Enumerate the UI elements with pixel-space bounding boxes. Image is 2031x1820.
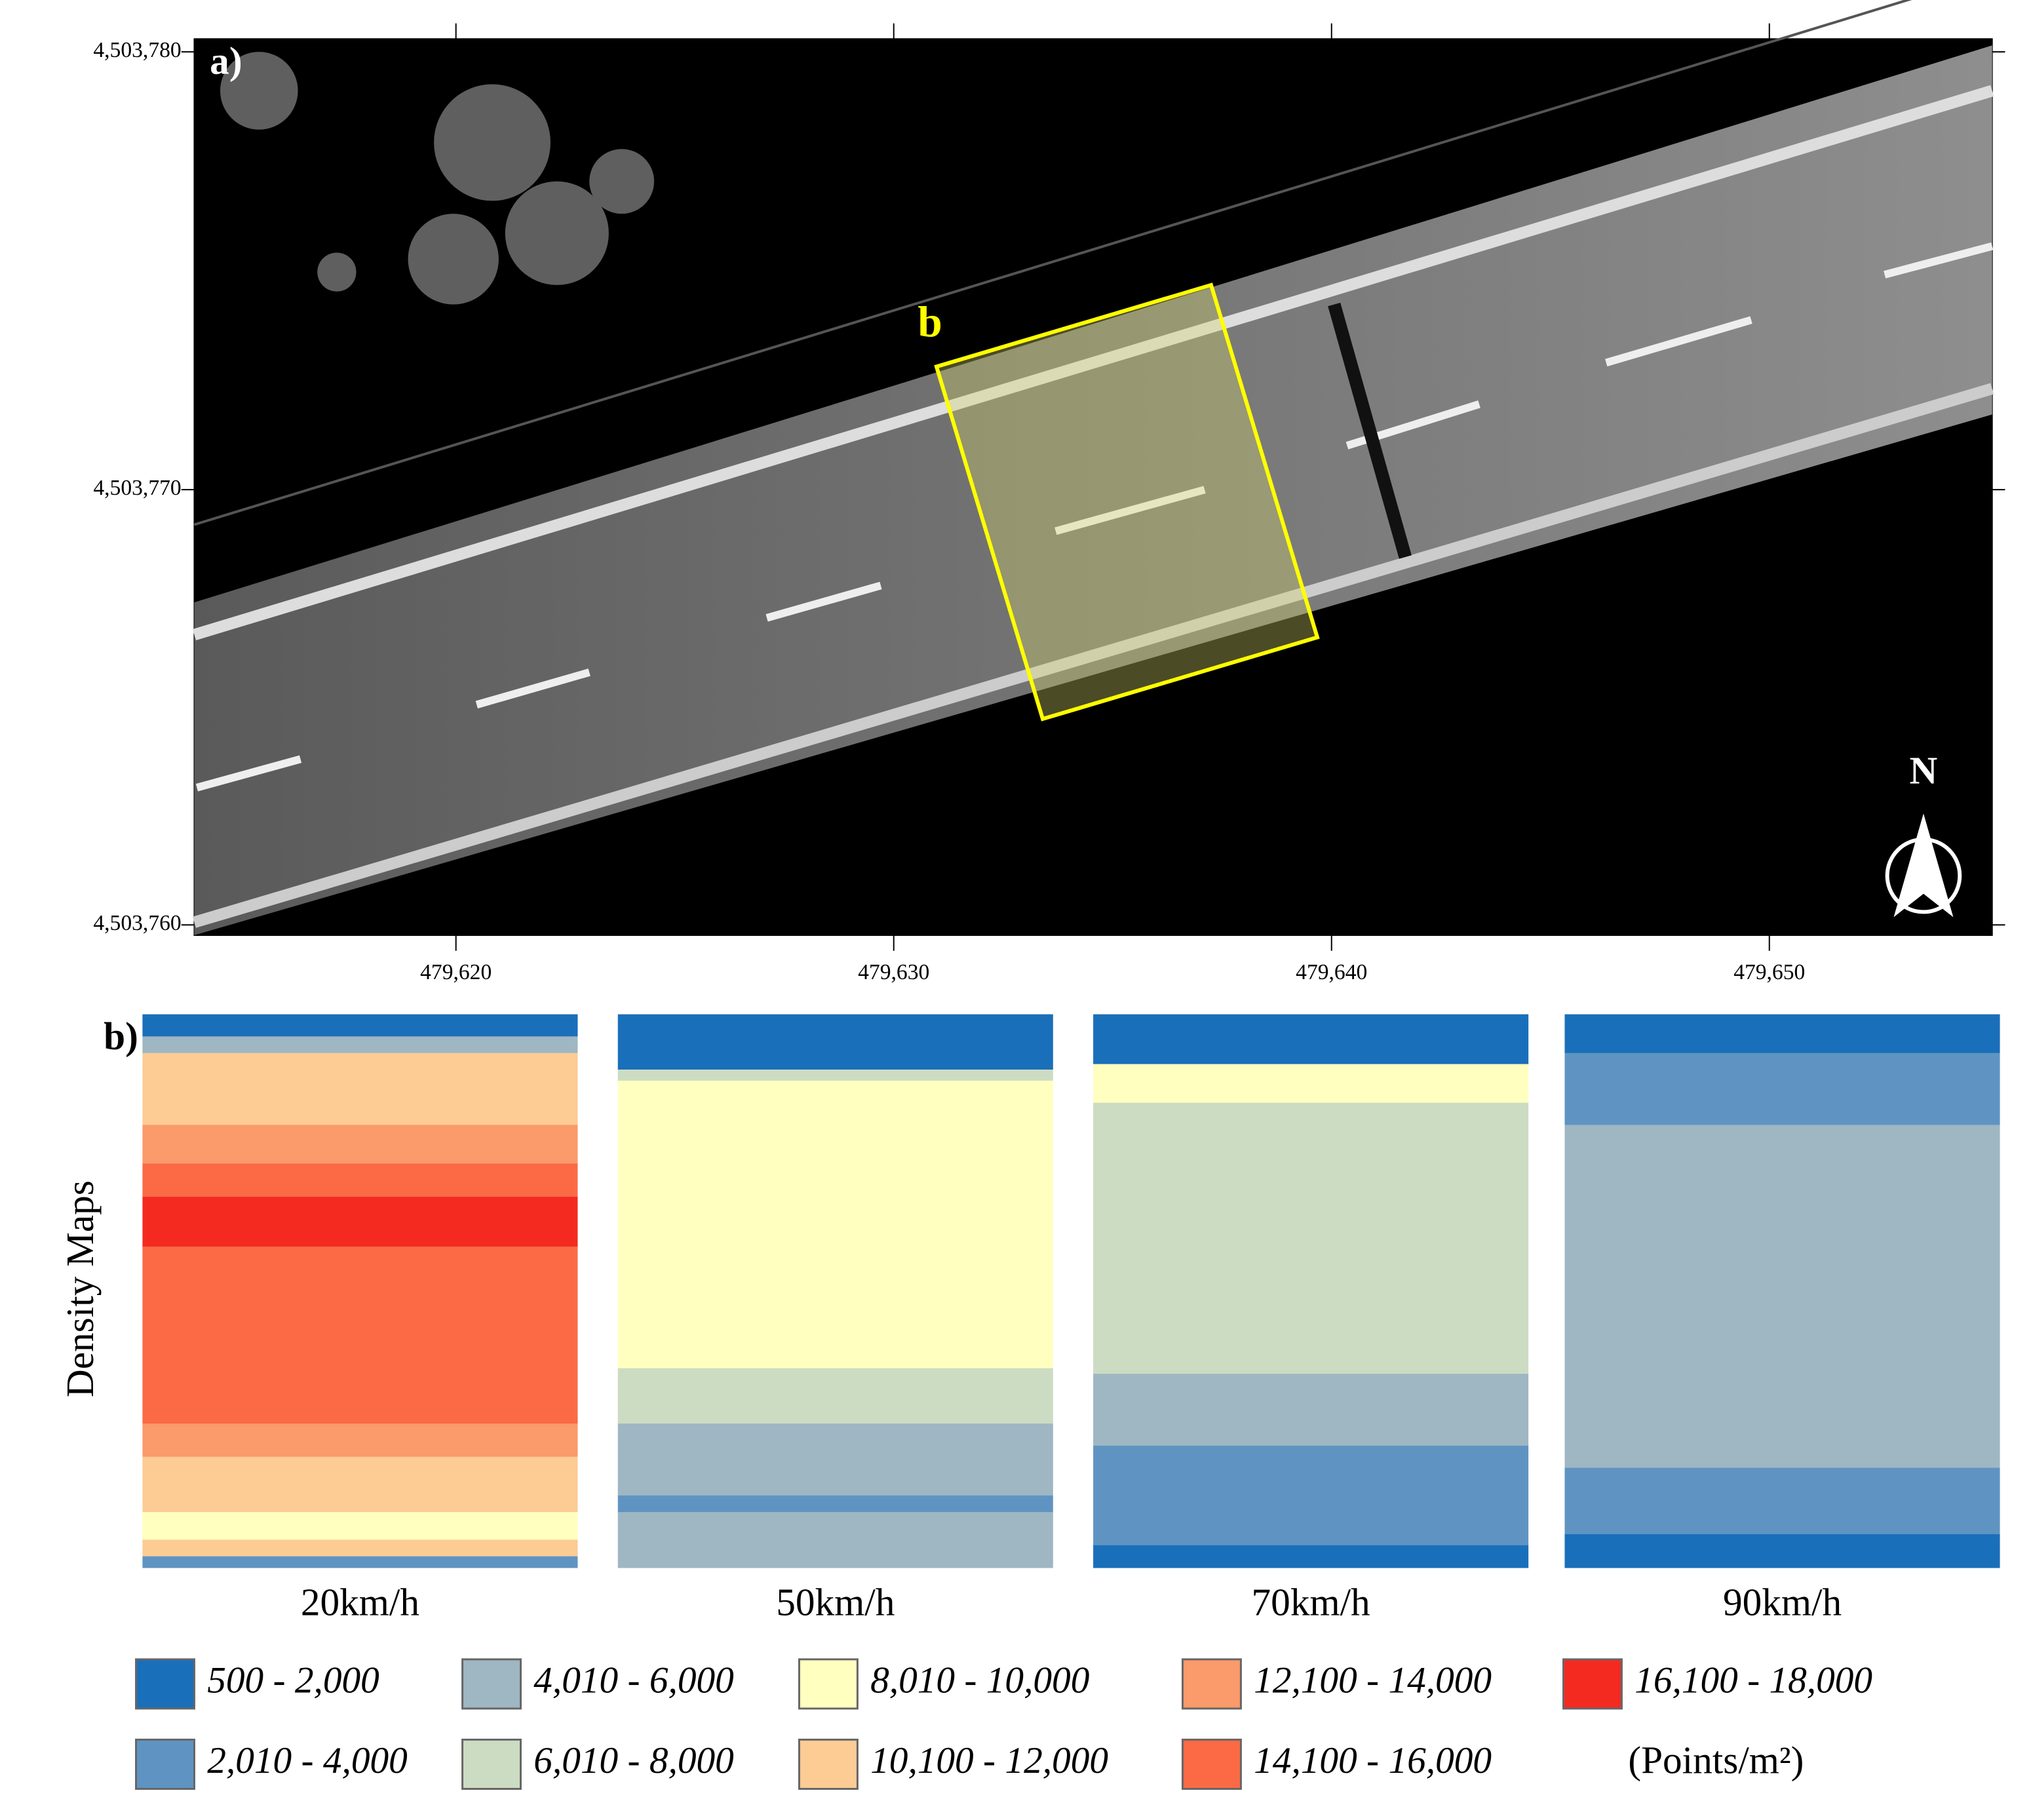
legend-label: 6,010 - 8,000 bbox=[533, 1740, 734, 1781]
density-band bbox=[617, 1368, 1053, 1425]
density-band bbox=[142, 1053, 578, 1070]
legend-unit: (Points/m²) bbox=[1628, 1739, 1804, 1782]
legend-label: 10,100 - 12,000 bbox=[870, 1740, 1108, 1781]
density-band bbox=[617, 1495, 1053, 1513]
legend-swatch bbox=[798, 1658, 859, 1710]
map-panel: b a) N bbox=[192, 0, 1994, 937]
map-label: 90km/h bbox=[1723, 1580, 1842, 1623]
density-band bbox=[617, 1014, 1053, 1070]
legend-swatch bbox=[1181, 1658, 1242, 1710]
legend-swatch bbox=[135, 1738, 195, 1790]
density-band bbox=[142, 1069, 578, 1126]
density-band bbox=[1093, 1374, 1529, 1446]
legend-label: 500 - 2,000 bbox=[207, 1660, 379, 1701]
road-edge-line bbox=[192, 85, 1994, 641]
map-label: 50km/h bbox=[776, 1580, 895, 1623]
density-band bbox=[617, 1423, 1053, 1496]
density-band bbox=[617, 1080, 1053, 1369]
legend-label: 2,010 - 4,000 bbox=[207, 1740, 408, 1781]
shadow bbox=[194, 414, 1992, 936]
density-band bbox=[617, 1069, 1053, 1081]
density-band bbox=[1564, 1014, 2000, 1054]
legend-swatch bbox=[1562, 1658, 1623, 1710]
y-tick-label: 4,503,770 bbox=[93, 476, 181, 500]
area-box bbox=[934, 282, 1320, 722]
y-title: Density Maps bbox=[58, 1180, 102, 1397]
road bbox=[194, 45, 1992, 936]
density-band bbox=[1093, 1545, 1529, 1568]
y-tick-label: 4,503,760 bbox=[93, 911, 181, 935]
legend-swatch bbox=[461, 1738, 522, 1790]
x-tick-label: 479,620 bbox=[420, 960, 492, 984]
legend-swatch bbox=[1181, 1738, 1242, 1790]
road-joint bbox=[1328, 302, 1412, 559]
density-band bbox=[142, 1163, 578, 1198]
density-band bbox=[1564, 1053, 2000, 1126]
x-tick-label: 479,650 bbox=[1733, 960, 1805, 984]
density-band bbox=[1093, 1445, 1529, 1546]
legend-swatch bbox=[461, 1658, 522, 1710]
density-band bbox=[142, 1423, 578, 1458]
map-label: 20km/h bbox=[301, 1580, 419, 1623]
curb-line bbox=[193, 0, 1912, 526]
legend-label: 14,100 - 16,000 bbox=[1254, 1740, 1492, 1781]
map-label: 70km/h bbox=[1252, 1580, 1370, 1623]
density-band bbox=[142, 1247, 578, 1425]
vegetation bbox=[220, 52, 655, 305]
density-band bbox=[142, 1197, 578, 1248]
road-edge-line bbox=[192, 383, 1994, 928]
density-band bbox=[1093, 1014, 1529, 1065]
density-band bbox=[142, 1456, 578, 1513]
density-band bbox=[142, 1036, 578, 1054]
density-band bbox=[142, 1556, 578, 1568]
density-band bbox=[1093, 1064, 1529, 1104]
box-label: b bbox=[918, 298, 942, 347]
x-tick-label: 479,630 bbox=[858, 960, 929, 984]
density-band bbox=[1093, 1102, 1529, 1375]
density-band bbox=[142, 1014, 578, 1037]
legend-label: 16,100 - 18,000 bbox=[1634, 1660, 1872, 1701]
legend-swatch bbox=[135, 1658, 195, 1710]
north-label: N bbox=[1910, 749, 1938, 792]
density-band bbox=[617, 1512, 1053, 1568]
density-band bbox=[1564, 1467, 2000, 1535]
panel-label: b) bbox=[104, 1015, 138, 1058]
density-band bbox=[142, 1125, 578, 1165]
density-band bbox=[1564, 1125, 2000, 1469]
y-tick-label: 4,503,780 bbox=[93, 38, 181, 62]
legend-swatch bbox=[798, 1738, 859, 1790]
density-band bbox=[142, 1539, 578, 1557]
x-tick-label: 479,640 bbox=[1296, 960, 1367, 984]
density-band bbox=[142, 1512, 578, 1541]
legend-label: 8,010 - 10,000 bbox=[870, 1660, 1089, 1701]
legend-label: 4,010 - 6,000 bbox=[533, 1660, 734, 1701]
panel-label: a) bbox=[210, 39, 242, 83]
legend-label: 12,100 - 14,000 bbox=[1254, 1660, 1492, 1701]
lane-dashes bbox=[195, 242, 1994, 792]
density-band bbox=[1564, 1534, 2000, 1568]
north-arrow: N bbox=[1885, 749, 1962, 918]
